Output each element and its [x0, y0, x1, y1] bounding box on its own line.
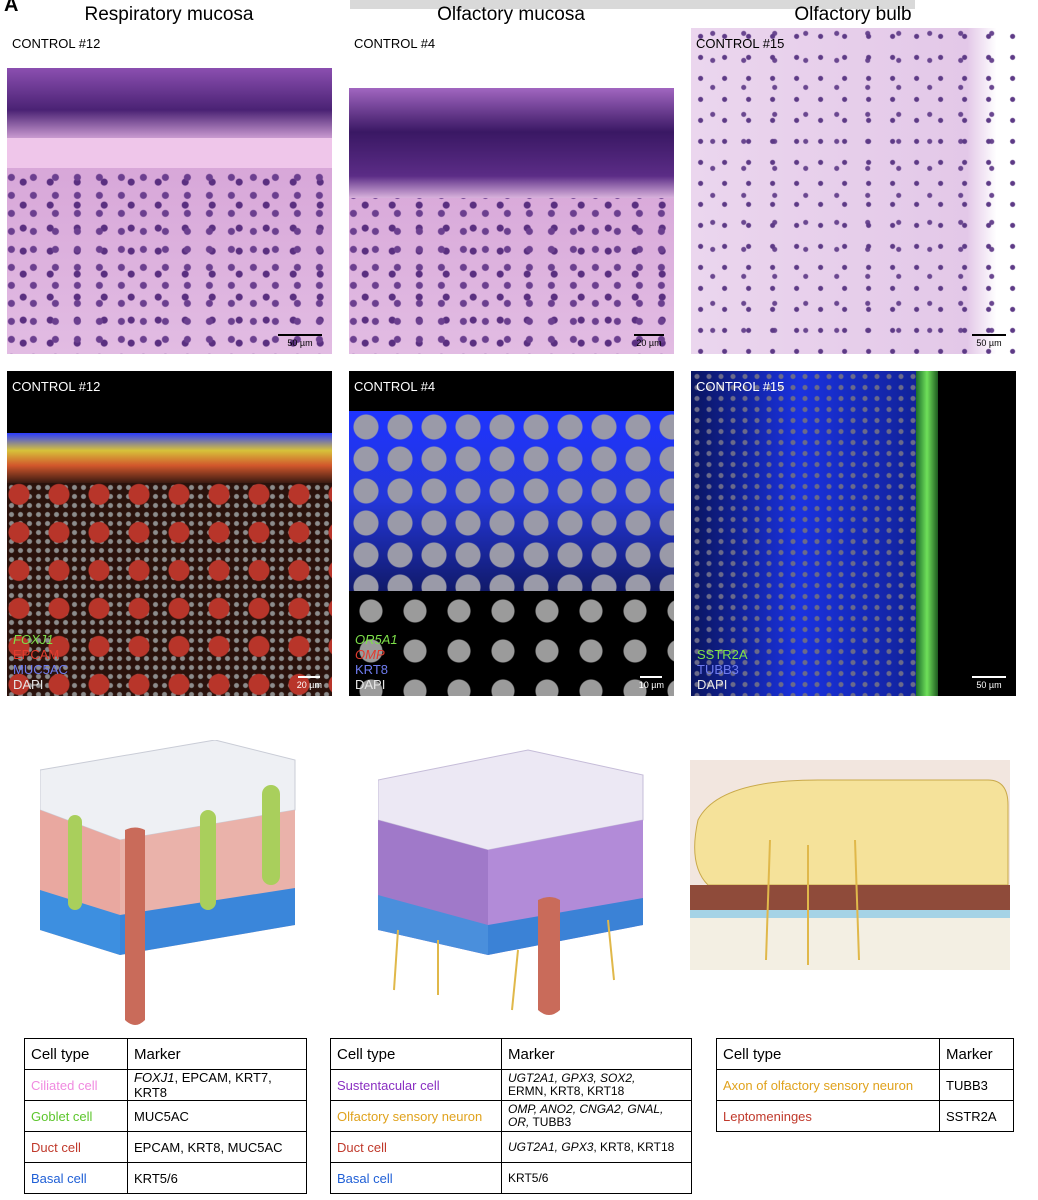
cropped-header-bar [350, 0, 915, 9]
table-header-marker: Marker [939, 1038, 1014, 1070]
fluor-legend-olfactory-bulb: SSTR2A TUBB3 DAPI [697, 647, 748, 692]
cell-type: Leptomeninges [716, 1100, 940, 1132]
fluor-scale-olfactory-bulb: 50 µm [972, 676, 1006, 690]
fluor-image-respiratory: CONTROL #12 FOXJ1 EPCAM MUC5AC DAPI 20 µm [7, 371, 332, 696]
table-row: Duct cell EPCAM, KRT8, MUC5AC [24, 1131, 307, 1163]
table-row: Ciliated cell FOXJ1, EPCAM, KRT7, KRT8 [24, 1069, 307, 1101]
panel-letter: A [4, 0, 19, 16]
he-scale-olfactory-bulb: 50 µm [972, 334, 1006, 348]
olfactory-epithelium-illustration [378, 749, 644, 1015]
table-row: Olfactory sensory neuron OMP, ANO2, CNGA… [330, 1100, 692, 1132]
he-scale-respiratory: 50 µm [278, 334, 322, 348]
he-label-olfactory-mucosa: CONTROL #4 [354, 36, 436, 51]
column-title-olfactory-mucosa: Olfactory mucosa [437, 4, 585, 25]
legend-entry: OMP [355, 647, 385, 662]
cell-type: Ciliated cell [24, 1069, 128, 1101]
marker: UGT2A1, GPX3, SOX2, ERMN, KRT8, KRT18 [501, 1069, 692, 1101]
legend-entry: FOXJ1 [13, 632, 54, 647]
marker-table-olfactory-mucosa: Cell type Marker Sustentacular cell UGT2… [330, 1038, 692, 1194]
marker: UGT2A1, GPX3, KRT8, KRT18 [501, 1131, 692, 1163]
marker: EPCAM, KRT8, MUC5AC [127, 1131, 307, 1163]
table-header-cell-type: Cell type [716, 1038, 940, 1070]
legend-entry: DAPI [697, 677, 728, 692]
cell-type: Duct cell [330, 1131, 502, 1163]
column-title-respiratory: Respiratory mucosa [84, 4, 254, 25]
cell-type: Olfactory sensory neuron [330, 1100, 502, 1132]
cell-type: Basal cell [330, 1162, 502, 1194]
marker: KRT5/6 [127, 1162, 307, 1194]
fluor-label-olfactory-mucosa: CONTROL #4 [354, 379, 436, 394]
legend-entry: DAPI [13, 677, 44, 692]
legend-entry: MUC5AC [13, 662, 68, 677]
he-label-olfactory-bulb: CONTROL #15 [696, 36, 785, 51]
fluor-scale-olfactory-mucosa: 10 µm [639, 676, 664, 690]
fluor-image-olfactory-bulb: CONTROL #15 SSTR2A TUBB3 DAPI 50 µm [691, 371, 1016, 696]
he-image-respiratory: CONTROL #12 50 µm [7, 28, 332, 354]
cell-type: Duct cell [24, 1131, 128, 1163]
table-row: Duct cell UGT2A1, GPX3, KRT8, KRT18 [330, 1131, 692, 1163]
marker: SSTR2A [939, 1100, 1014, 1132]
cell-type: Sustentacular cell [330, 1069, 502, 1101]
table-row: Goblet cell MUC5AC [24, 1100, 307, 1132]
fluor-legend-olfactory-mucosa: OR5A1 OMP KRT8 DAPI [355, 632, 398, 692]
fluor-legend-respiratory: FOXJ1 EPCAM MUC5AC DAPI [13, 632, 68, 692]
table-header-cell-type: Cell type [330, 1038, 502, 1070]
legend-entry: OR5A1 [355, 632, 398, 647]
marker: TUBB3 [939, 1069, 1014, 1101]
table-header-cell-type: Cell type [24, 1038, 128, 1070]
table-header-marker: Marker [127, 1038, 307, 1070]
legend-entry: EPCAM [13, 647, 60, 662]
table-row: Leptomeninges SSTR2A [716, 1100, 1014, 1132]
table-row: Basal cell KRT5/6 [330, 1162, 692, 1194]
table-row: Basal cell KRT5/6 [24, 1162, 307, 1194]
cell-type: Basal cell [24, 1162, 128, 1194]
table-row: Axon of olfactory sensory neuron TUBB3 [716, 1069, 1014, 1101]
he-scale-olfactory-mucosa: 20 µm [634, 334, 664, 348]
legend-entry: TUBB3 [697, 662, 739, 677]
fluor-scale-respiratory: 20 µm [297, 676, 322, 690]
table-row: Sustentacular cell UGT2A1, GPX3, SOX2, ER… [330, 1069, 692, 1101]
olfactory-bulb-illustration [690, 760, 1010, 970]
legend-entry: DAPI [355, 677, 386, 692]
column-title-olfactory-bulb: Olfactory bulb [794, 4, 912, 25]
cell-type: Goblet cell [24, 1100, 128, 1132]
marker: KRT5/6 [501, 1162, 692, 1194]
marker: OMP, ANO2, CNGA2, GNAL, OR, TUBB3 [501, 1100, 692, 1132]
fluor-label-respiratory: CONTROL #12 [12, 379, 101, 394]
marker-table-respiratory: Cell type Marker Ciliated cell FOXJ1, EP… [24, 1038, 307, 1194]
cell-type: Axon of olfactory sensory neuron [716, 1069, 940, 1101]
he-image-olfactory-mucosa: CONTROL #4 20 µm [349, 28, 674, 354]
he-label-respiratory: CONTROL #12 [12, 36, 101, 51]
fluor-image-olfactory-mucosa: CONTROL #4 OR5A1 OMP KRT8 DAPI 10 µm [349, 371, 674, 696]
fluor-label-olfactory-bulb: CONTROL #15 [696, 379, 785, 394]
marker: FOXJ1, EPCAM, KRT7, KRT8 [127, 1069, 307, 1101]
legend-entry: SSTR2A [697, 647, 748, 662]
respiratory-epithelium-illustration [40, 740, 296, 1025]
marker-table-olfactory-bulb: Cell type Marker Axon of olfactory senso… [716, 1038, 1014, 1132]
table-header-marker: Marker [501, 1038, 692, 1070]
marker: MUC5AC [127, 1100, 307, 1132]
he-image-olfactory-bulb: CONTROL #15 50 µm [691, 28, 1016, 354]
legend-entry: KRT8 [355, 662, 388, 677]
